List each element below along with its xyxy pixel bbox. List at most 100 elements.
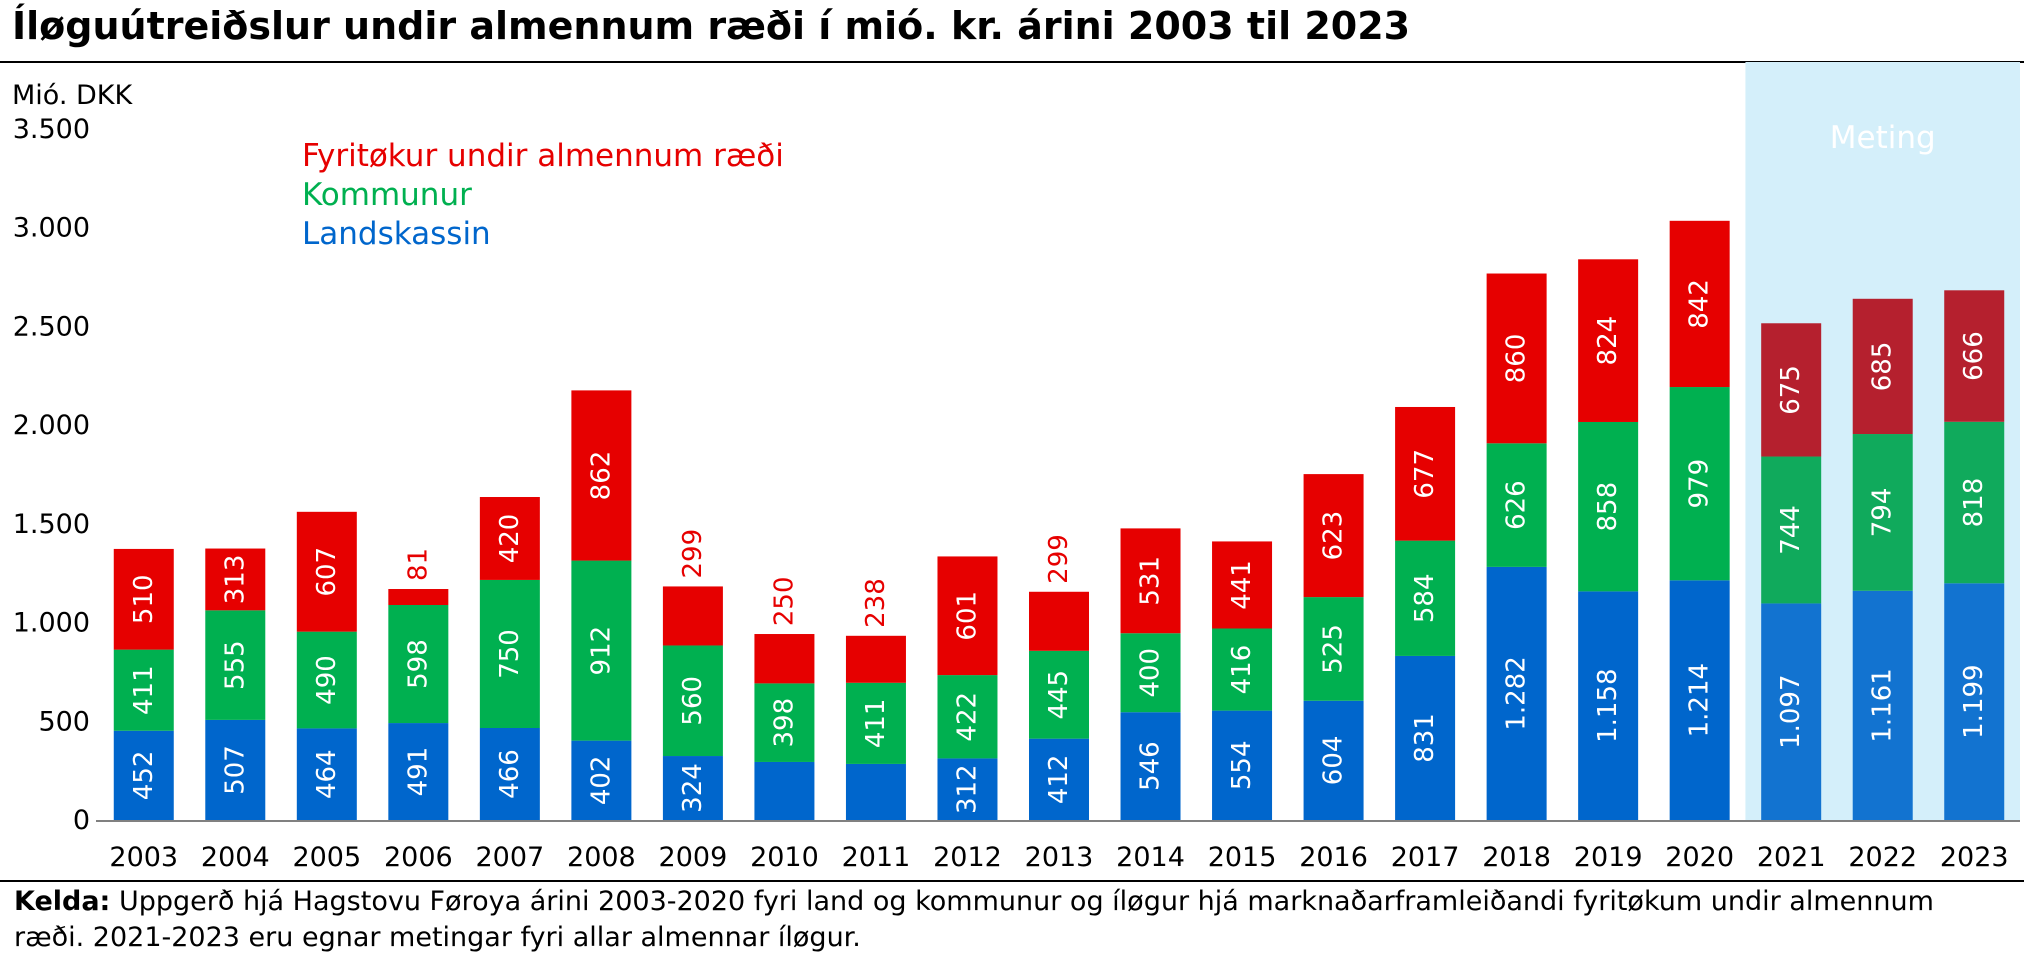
bar-segment [1303, 597, 1364, 701]
data-label: 420 [495, 514, 525, 564]
bar-segment [1212, 628, 1273, 711]
legend: Fyritøkur undir almennum ræðiKommunurLan… [302, 138, 784, 252]
bar-segment [1852, 590, 1913, 820]
bar-segment [1029, 738, 1089, 820]
data-label: 862 [586, 451, 616, 501]
source-note: Kelda: Uppgerð hjá Hagstovu Føroya árini… [14, 884, 2004, 956]
data-label: 491 [403, 747, 433, 797]
chart-title: Íløguútreiðslur undir almennum ræði í mi… [12, 4, 1411, 48]
data-label: 400 [1136, 648, 1166, 698]
data-label: 607 [312, 547, 342, 597]
bar-segment [845, 763, 906, 820]
bar-segment [662, 756, 723, 820]
x-tick-label: 2007 [475, 842, 544, 873]
bar-segment [1120, 633, 1181, 713]
bar-segment [1486, 273, 1547, 444]
data-label: 685 [1868, 342, 1898, 392]
data-label: 312 [952, 764, 982, 814]
x-tick-label: 2003 [109, 842, 178, 873]
bar-segment [1852, 434, 1913, 591]
x-tick-label: 2022 [1848, 842, 1917, 873]
bar-segment [1486, 566, 1547, 820]
x-tick-label: 2004 [201, 842, 270, 873]
bar-segment [1578, 259, 1639, 422]
y-axis-ticks: 0 500 1.000 1.500 2.000 2.500 3.000 3.500 [13, 114, 90, 836]
bar-segment [1669, 387, 1730, 581]
bar-segment [1303, 474, 1364, 598]
bar-segment [571, 390, 632, 561]
y-tick-label: 500 [38, 706, 90, 737]
bars: 452 411 510 507 555 313 464 490 607 491 598 81 466 75… [113, 220, 2005, 820]
data-label: 411 [861, 699, 891, 749]
bar-segment [296, 511, 357, 632]
x-tick-label: 2013 [1025, 842, 1094, 873]
data-label: 675 [1776, 365, 1806, 415]
bar-segment [1212, 541, 1273, 629]
data-label: 824 [1593, 316, 1623, 366]
data-label: 411 [129, 665, 159, 715]
bar-segment [205, 548, 266, 611]
data-label: 445 [1044, 670, 1074, 720]
bar-segment [1761, 323, 1822, 457]
bar-segment [1303, 700, 1364, 820]
data-label: 1.282 [1502, 656, 1532, 730]
data-label: 750 [495, 629, 525, 679]
bar-segment [937, 675, 998, 759]
bar-segment [1029, 650, 1089, 739]
data-label: 1.161 [1868, 668, 1898, 742]
bar-segment [113, 649, 174, 731]
data-label: 584 [1410, 573, 1440, 623]
data-label: 464 [312, 749, 342, 799]
bar-segment [1669, 220, 1730, 388]
bar-segment [754, 634, 815, 684]
x-tick-label: 2005 [292, 842, 361, 873]
source-text: Uppgerð hjá Hagstovu Føroya árini 2003-2… [14, 886, 1934, 953]
data-label: 623 [1319, 511, 1349, 561]
data-label: 1.158 [1593, 668, 1623, 742]
legend-entry: Landskassin [302, 216, 491, 252]
data-label: 490 [312, 655, 342, 705]
data-label: 860 [1502, 334, 1532, 384]
data-label: 313 [220, 555, 250, 605]
data-label: 412 [1044, 755, 1074, 805]
data-label: 601 [952, 591, 982, 641]
bar-segment [479, 727, 540, 820]
bar-segment [937, 556, 998, 676]
data-label: 507 [220, 745, 250, 795]
bar-segment [205, 610, 266, 720]
bar-segment [754, 761, 815, 820]
data-label: 598 [403, 639, 433, 689]
x-tick-label: 2014 [1116, 842, 1185, 873]
source-rule [0, 880, 2024, 882]
bar-segment [479, 497, 540, 580]
data-label: 238 [861, 578, 891, 628]
data-label: 546 [1136, 741, 1166, 791]
data-label: 818 [1959, 478, 1989, 528]
x-tick-label: 2015 [1208, 842, 1277, 873]
data-label: 677 [1410, 449, 1440, 499]
data-label: 666 [1959, 331, 1989, 381]
bar-segment [1395, 655, 1456, 820]
bar-segment [1120, 528, 1181, 634]
bar-segment [1761, 603, 1822, 820]
data-label: 398 [769, 698, 799, 748]
data-label: 441 [1227, 560, 1257, 610]
bar-segment [1395, 406, 1456, 541]
bar-segment [1212, 710, 1273, 820]
y-tick-label: 2.500 [13, 311, 90, 342]
x-tick-label: 2009 [659, 842, 728, 873]
bar-segment [571, 560, 632, 741]
data-label: 531 [1136, 556, 1166, 606]
data-label: 604 [1319, 736, 1349, 786]
estimate-label: Meting [1830, 120, 1936, 156]
data-label: 324 [678, 763, 708, 813]
bar-segment [1029, 591, 1089, 651]
bar-segment [1578, 421, 1639, 592]
bar-segment [388, 723, 449, 820]
bar-segment [754, 683, 815, 762]
data-label: 81 [403, 548, 433, 581]
bar-segment [388, 605, 449, 724]
bar-segment [1761, 456, 1822, 604]
stacked-bar-chart: Meting Mió. DKK 0 500 1.000 1.500 2.000 2.500… [12, 62, 2020, 873]
data-label: 560 [678, 676, 708, 726]
